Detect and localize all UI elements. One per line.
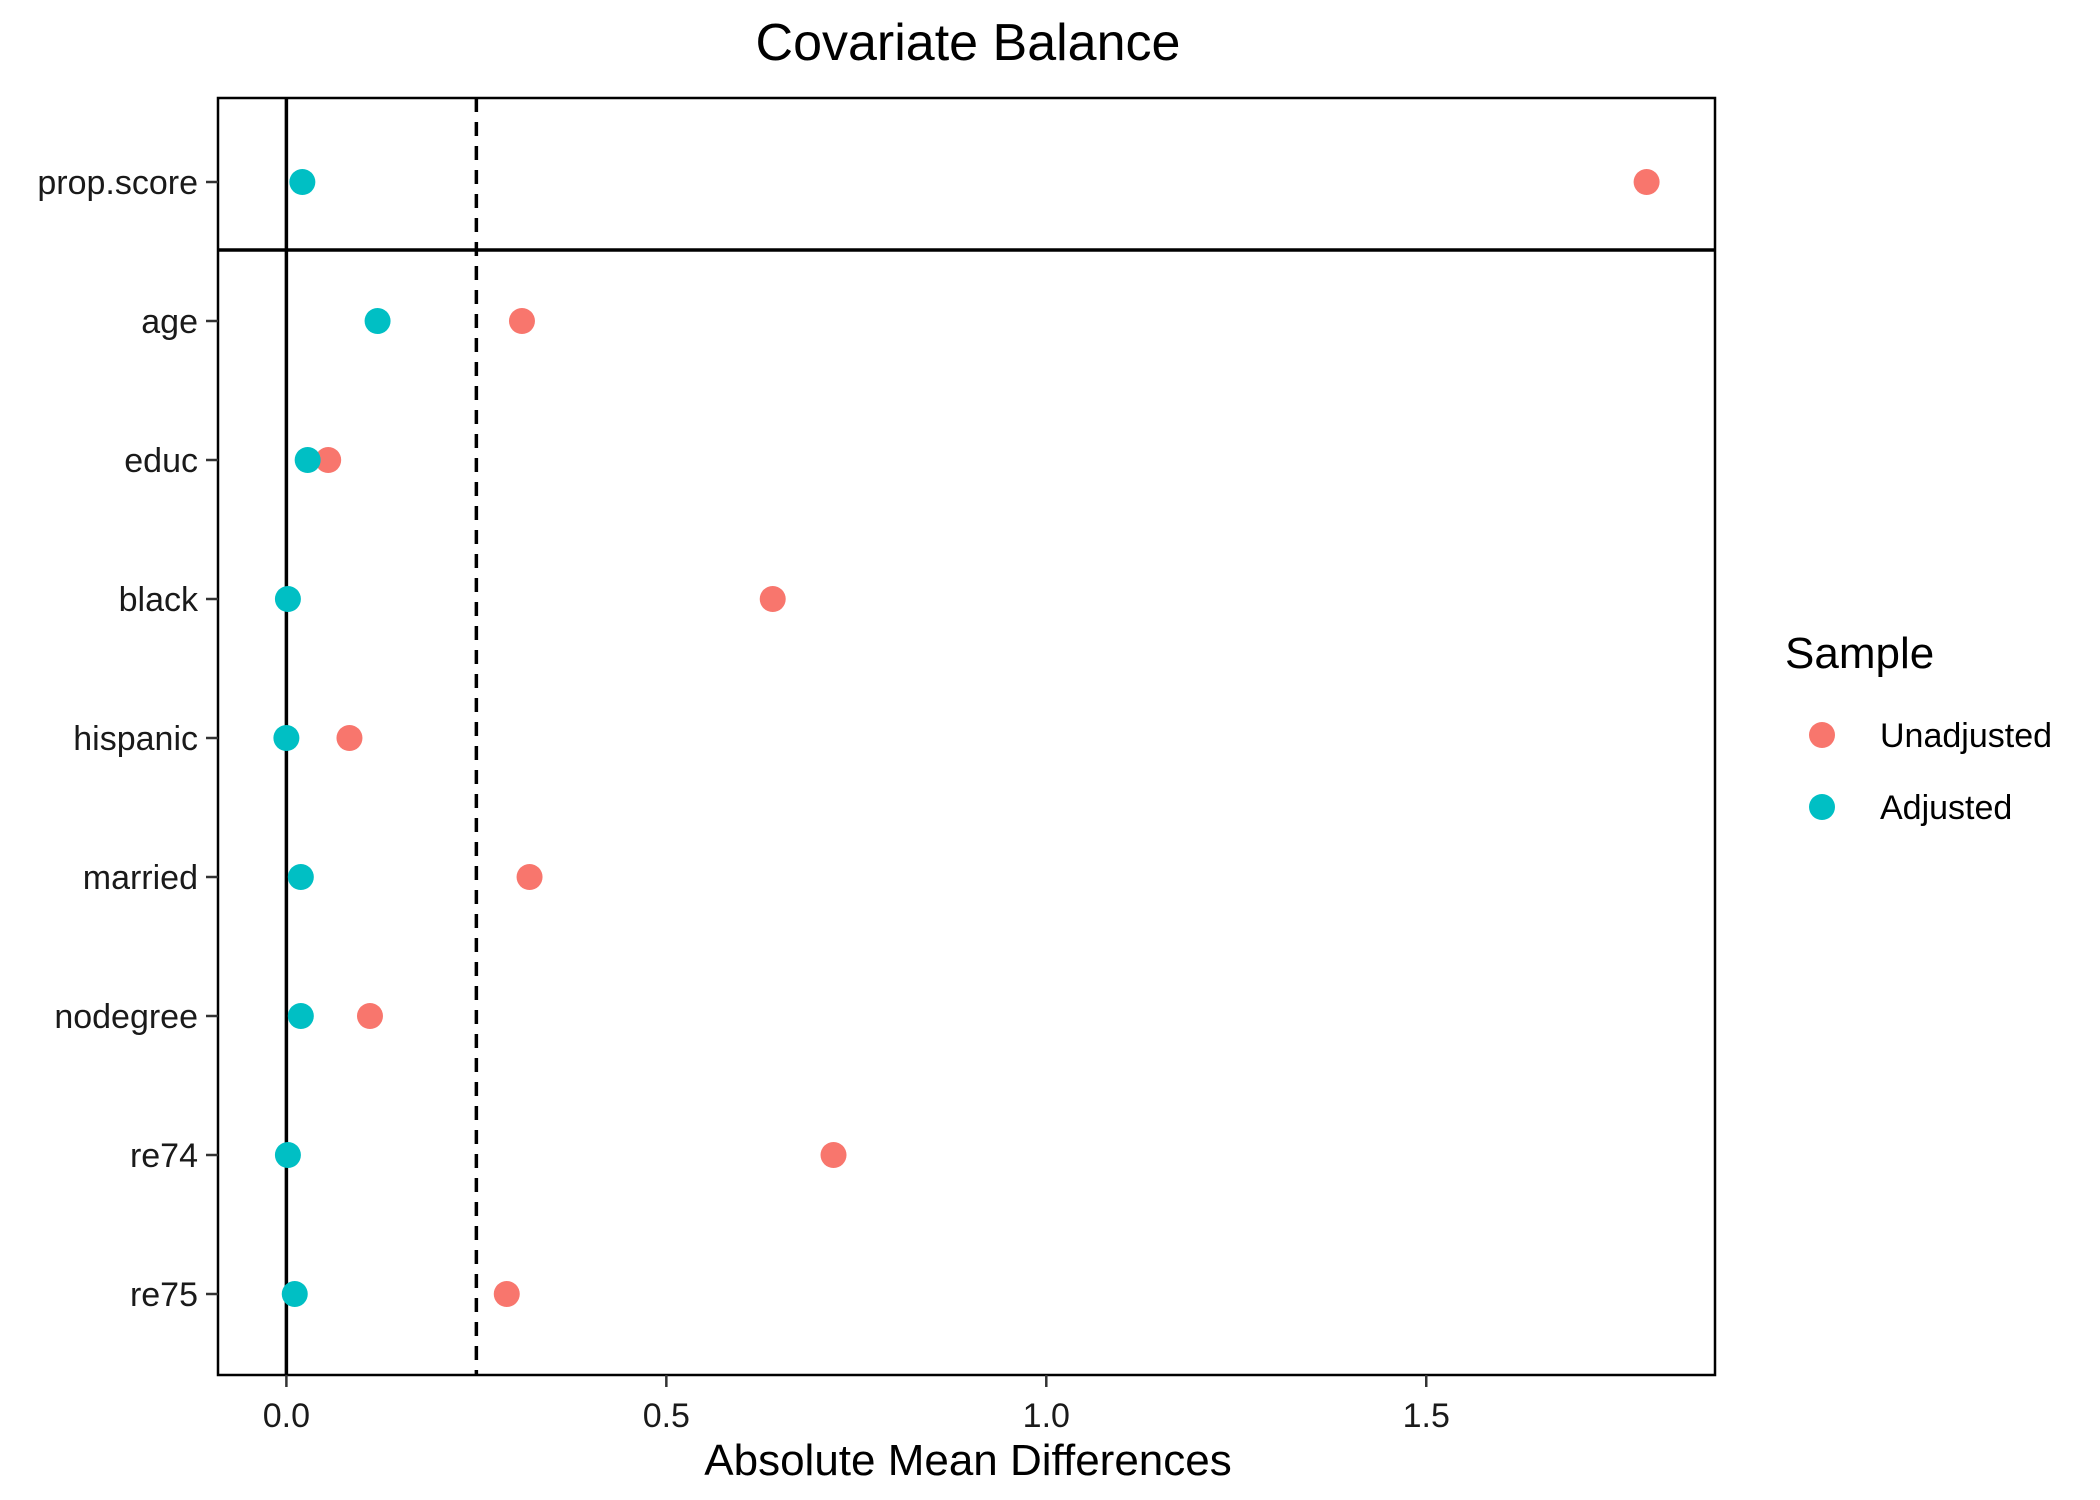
point-unadjusted-hispanic — [336, 725, 363, 751]
y-tick-label-re75: re75 — [130, 1276, 198, 1314]
x-tick-label: 0.0 — [263, 1397, 310, 1435]
point-unadjusted-age — [508, 308, 535, 334]
x-tick-label: 1.0 — [1023, 1397, 1070, 1435]
point-adjusted-nodegree — [287, 1003, 314, 1029]
legend-items: Unadjusted Adjusted — [1809, 717, 2052, 827]
legend-title: Sample — [1785, 629, 1934, 678]
legend: Sample Unadjusted Adjusted — [1785, 629, 2052, 827]
legend-label-unadjusted: Unadjusted — [1880, 717, 2052, 755]
point-unadjusted-prop-score — [1633, 169, 1660, 195]
point-unadjusted-nodegree — [356, 1003, 383, 1029]
point-adjusted-married — [287, 864, 314, 890]
y-tick-label-educ: educ — [124, 442, 198, 480]
y-tick-label-black: black — [119, 581, 199, 619]
y-tick-label-re74: re74 — [130, 1137, 198, 1175]
point-unadjusted-married — [516, 864, 543, 890]
plot-frame — [216, 96, 1717, 1377]
y-tick-label-age: age — [141, 303, 198, 341]
point-adjusted-black — [274, 586, 301, 612]
x-axis-title: Absolute Mean Differences — [704, 1436, 1231, 1485]
point-adjusted-hispanic — [273, 725, 300, 751]
point-unadjusted-re75 — [493, 1281, 520, 1307]
point-adjusted-prop-score — [289, 169, 316, 195]
legend-label-adjusted: Adjusted — [1880, 789, 2012, 827]
chart-title: Covariate Balance — [756, 14, 1181, 72]
x-tick-label: 0.5 — [643, 1397, 690, 1435]
point-adjusted-re74 — [274, 1142, 301, 1168]
point-adjusted-age — [364, 308, 391, 334]
point-unadjusted-black — [759, 586, 786, 612]
plot-area: prop.score age educ black hispanic married nod… — [37, 96, 1717, 1435]
point-unadjusted-educ — [315, 447, 342, 473]
point-adjusted-educ — [294, 447, 321, 473]
x-tick-label: 1.5 — [1403, 1397, 1450, 1435]
point-adjusted-re75 — [281, 1281, 308, 1307]
point-unadjusted-re74 — [820, 1142, 847, 1168]
y-tick-label-married: married — [83, 859, 198, 897]
legend-key-adjusted — [1809, 794, 1835, 820]
y-tick-label-prop-score: prop.score — [37, 164, 198, 202]
y-tick-label-nodegree: nodegree — [54, 998, 198, 1036]
y-tick-label-hispanic: hispanic — [73, 720, 198, 758]
legend-key-unadjusted — [1809, 722, 1835, 748]
